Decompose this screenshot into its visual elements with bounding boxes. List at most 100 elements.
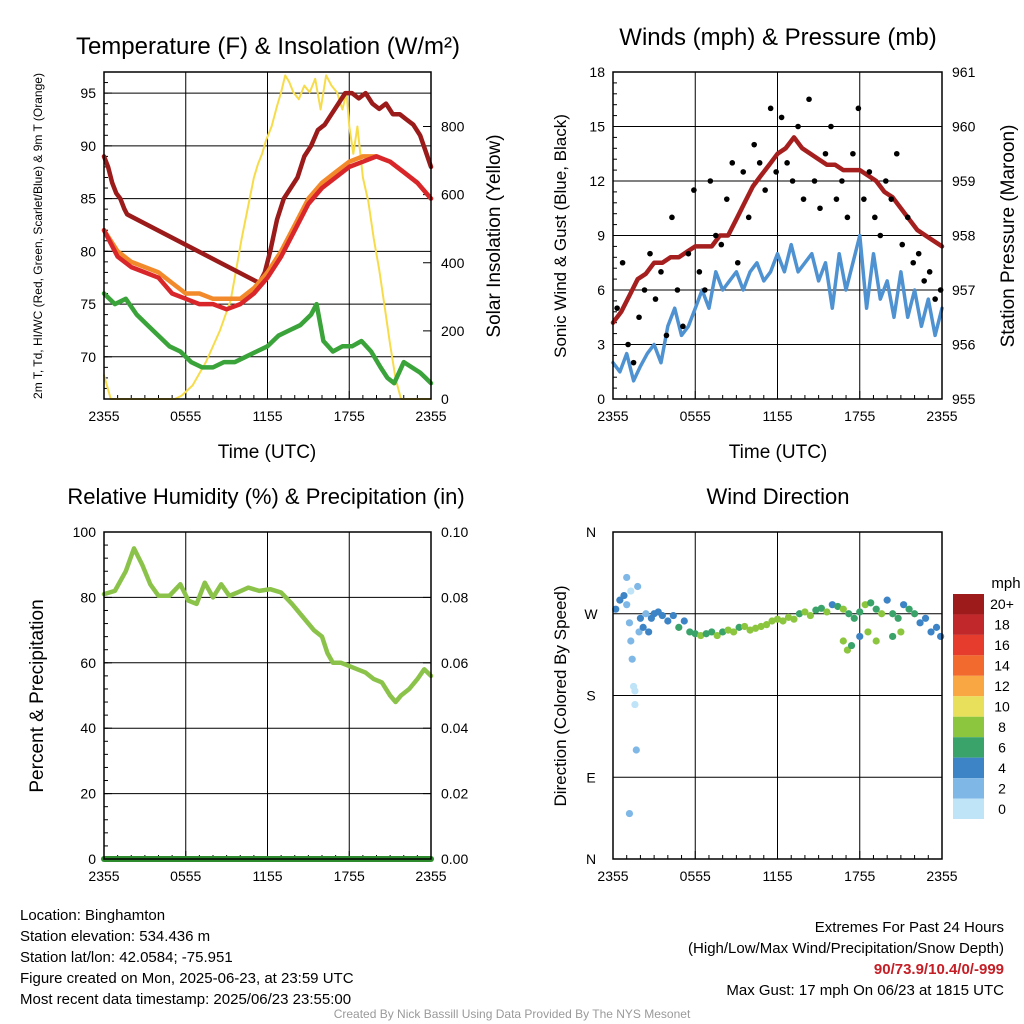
temperature-series-heat-index (101, 90, 434, 286)
wind-direction-y-tick-label: N (586, 524, 596, 540)
winds-y2-tick-label: 960 (952, 119, 976, 135)
speed-legend-title: mph (991, 575, 1020, 592)
humidity-y2-tick-label: 0.02 (441, 786, 468, 802)
temperature-plot: 2355 0555 1155 1755 2355 70 75 80 85 90 95 0 200 400 6… (80, 71, 465, 424)
humidity-y-tick-label: 20 (80, 786, 96, 802)
direction-point (795, 610, 804, 618)
direction-point (686, 628, 694, 636)
direction-point (806, 611, 815, 620)
gust-point (625, 341, 631, 348)
direction-point (675, 623, 683, 631)
gust-point (751, 141, 757, 148)
gust-point (636, 314, 642, 321)
insolation-y-axis-label: Solar Insolation (Yellow) (484, 134, 505, 337)
gust-point (866, 169, 873, 175)
speed-legend-swatch (953, 655, 984, 676)
direction-point (864, 628, 872, 636)
gust-point (630, 359, 637, 366)
gust-point (915, 250, 922, 257)
gust-point (877, 232, 884, 239)
temperature-y-tick-label: 95 (80, 85, 96, 101)
winds-y2-tick-label: 957 (952, 282, 976, 298)
extremes-info: Extremes For Past 24 Hours (High/Low/Max… (688, 917, 1004, 1001)
direction-point (631, 687, 639, 695)
direction-point (620, 591, 628, 600)
humidity-y-tick-label: 60 (80, 655, 96, 671)
humidity-y2-tick-label: 0.08 (441, 589, 468, 605)
winds-x-tick-label: 2355 (926, 408, 957, 424)
gust-point (773, 169, 779, 175)
temperature-y-tick-label: 80 (80, 243, 96, 259)
gust-point (641, 287, 648, 293)
direction-point (708, 628, 716, 636)
speed-legend-swatch (953, 757, 984, 779)
gust-point (855, 105, 862, 112)
gust-point (872, 214, 878, 221)
speed-legend-label: 0 (998, 801, 1006, 817)
gust-point (800, 196, 807, 202)
pressure-y-axis-label: Station Pressure (Maroon) (998, 125, 1019, 348)
direction-point (916, 619, 924, 627)
direction-point (817, 604, 825, 612)
speed-legend-label: 18 (994, 617, 1010, 633)
gust-point (910, 259, 917, 266)
speed-legend-swatch (953, 675, 984, 697)
temperature-y-tick-label: 85 (80, 191, 96, 207)
wind-y-axis-label: Sonic Wind & Gust (Blue, Black) (551, 114, 570, 358)
direction-point (697, 631, 705, 640)
speed-legend-label: 4 (998, 760, 1006, 776)
winds-x-axis-label: Time (UTC) (729, 442, 828, 463)
extremes-values: 90/73.9/10.4/0/-999 (873, 961, 1004, 978)
gust-point (663, 332, 670, 339)
wind-direction-x-tick-label: 1155 (762, 868, 792, 884)
winds-y-tick-label: 9 (597, 228, 605, 244)
speed-legend-label: 10 (994, 699, 1010, 715)
direction-point (625, 619, 634, 627)
gust-point (888, 196, 895, 202)
speed-legend-swatch (953, 594, 984, 615)
direction-point (658, 611, 666, 620)
direction-point (669, 611, 677, 620)
direction-point (713, 631, 721, 640)
humidity-plot: 2355 0555 1155 1755 23550204060801000.000.02… (73, 524, 469, 884)
speed-legend-swatch (953, 696, 984, 717)
direction-point (623, 601, 631, 609)
gust-point (702, 287, 708, 293)
winds-x-tick-label: 1755 (844, 408, 875, 424)
direction-point (702, 630, 710, 638)
winds-panel: Winds (mph) & Pressure (mb) Sonic Wind &… (551, 24, 1019, 463)
temperature-plot-frame (103, 71, 432, 400)
direction-point (905, 605, 913, 613)
wind-direction-plot-frame (612, 531, 943, 860)
direction-point (850, 614, 858, 622)
humidity-y2-tick-label: 0.04 (441, 720, 468, 736)
direction-point (741, 622, 749, 631)
gust-point (882, 178, 889, 184)
gust-point (647, 250, 653, 257)
winds-plot-frame (612, 71, 943, 400)
gust-point (817, 205, 823, 212)
temperature-y-tick-label: 70 (80, 349, 96, 365)
direction-point (724, 626, 732, 634)
direction-point (790, 615, 798, 623)
gust-point (833, 196, 840, 202)
humidity-x-tick-label: 2355 (415, 868, 446, 884)
temperature-series-dew-point (101, 291, 434, 386)
max-gust: Max Gust: 17 mph On 06/23 at 1815 UTC (726, 982, 1004, 999)
humidity-y-tick-label: 80 (80, 589, 96, 605)
direction-point (719, 628, 727, 636)
humidity-y-tick-label: 100 (73, 524, 97, 540)
winds-y2-tick-label: 958 (952, 228, 976, 244)
station-location: Location: Binghamton (20, 907, 166, 924)
temperature-y-tick-label: 90 (80, 138, 96, 154)
direction-point (628, 655, 636, 663)
gust-point (713, 232, 719, 239)
gust-point (669, 214, 675, 221)
temperature-x-tick-label: 1155 (252, 408, 282, 424)
wind-direction-x-tick-label: 0555 (680, 868, 711, 884)
temperature-chart-title: Temperature (F) & Insolation (W/m²) (76, 33, 460, 60)
direction-point (828, 601, 836, 609)
winds-y2-tick-label: 961 (952, 64, 976, 80)
credit-line: Created By Nick Bassill Using Data Provi… (333, 1007, 691, 1021)
